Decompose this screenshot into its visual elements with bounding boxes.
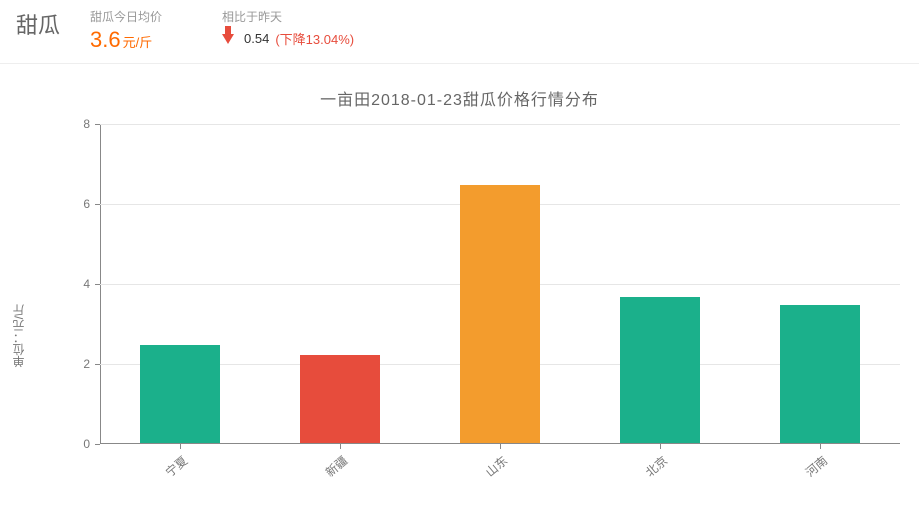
y-tick-label: 4 [60,277,90,291]
y-tick-mark [95,204,100,205]
x-tick-mark [180,444,181,449]
bar [140,345,220,443]
gridline [100,124,900,125]
product-title: 甜瓜 [16,8,60,44]
today-price-line: 3.6 元/斤 [90,27,162,53]
compare-label: 相比于昨天 [222,8,354,25]
x-tick-mark [820,444,821,449]
chart-title: 一亩田2018-01-23甜瓜价格行情分布 [0,64,919,110]
x-tick-label: 河南 [789,452,831,491]
summary-header: 甜瓜 甜瓜今日均价 3.6 元/斤 相比于昨天 0.54 (下降13.04%) [0,0,919,64]
today-price-value: 3.6 [90,27,121,53]
y-tick-label: 2 [60,357,90,371]
y-tick-label: 0 [60,437,90,451]
y-tick-mark [95,364,100,365]
compare-block: 相比于昨天 0.54 (下降13.04%) [222,8,354,48]
x-tick-label: 宁夏 [149,452,191,491]
chart-container: 一亩田2018-01-23甜瓜价格行情分布 单位：元/斤 宁夏新疆山东北京河南 … [0,64,919,514]
today-price-unit: 元/斤 [123,32,153,51]
y-tick-label: 8 [60,117,90,131]
x-tick-label: 北京 [629,452,671,491]
x-tick-mark [660,444,661,449]
plot-area: 宁夏新疆山东北京河南 [100,124,900,444]
y-tick-mark [95,284,100,285]
y-tick-mark [95,124,100,125]
bar [780,305,860,443]
bar [620,297,700,443]
bar [300,355,380,443]
y-tick-label: 6 [60,197,90,211]
compare-delta: 0.54 [244,31,269,46]
today-price-label: 甜瓜今日均价 [90,8,162,25]
y-tick-mark [95,444,100,445]
compare-line: 0.54 (下降13.04%) [222,29,354,48]
today-price-block: 甜瓜今日均价 3.6 元/斤 [90,8,162,53]
y-axis-label: 单位：元/斤 [10,304,27,367]
x-tick-mark [500,444,501,449]
compare-pct: (下降13.04%) [275,29,354,48]
x-tick-mark [340,444,341,449]
x-tick-label: 新疆 [309,452,351,491]
x-tick-label: 山东 [469,452,511,491]
bar [460,185,540,443]
arrow-down-icon [222,34,234,44]
